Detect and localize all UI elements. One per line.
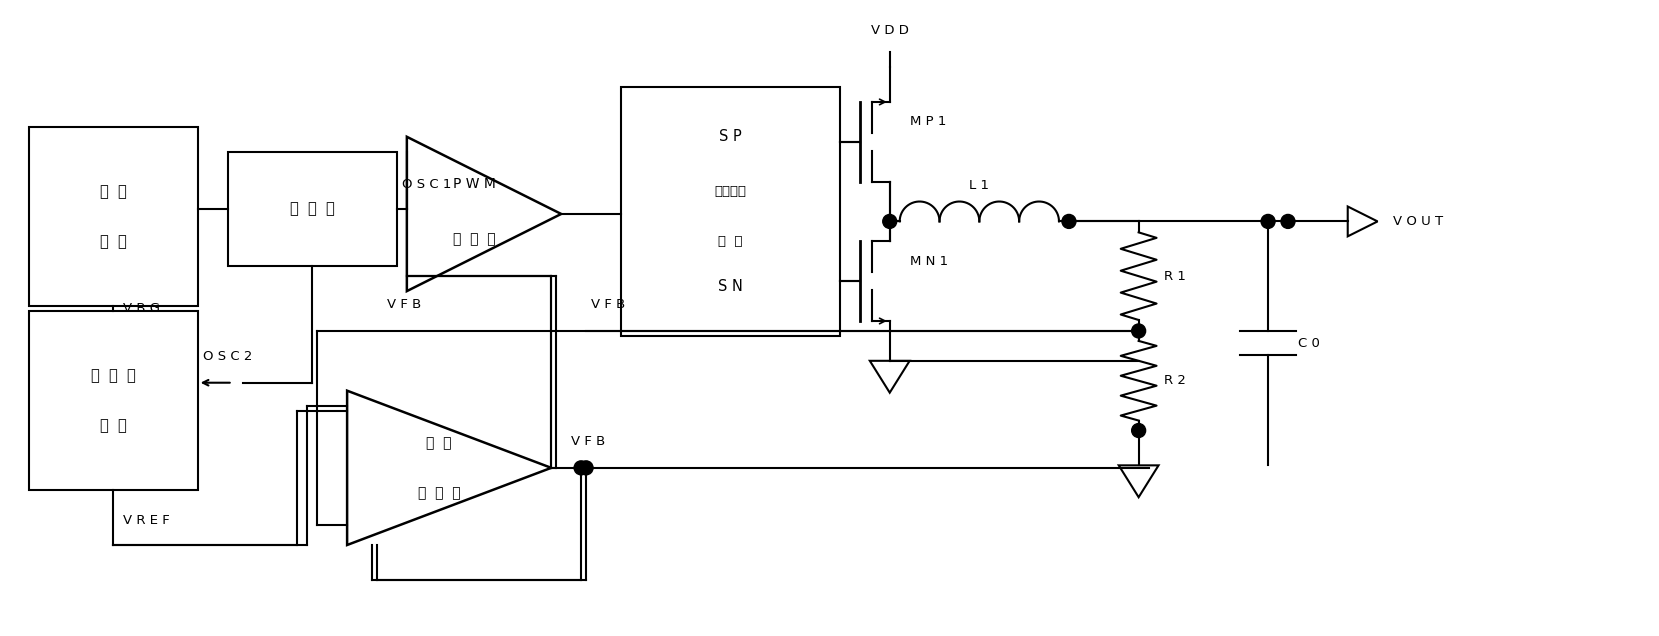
Text: V F B: V F B [387, 298, 421, 311]
Circle shape [1261, 214, 1276, 228]
Text: V F B: V F B [591, 298, 625, 311]
Text: 基  准: 基 准 [100, 234, 126, 249]
Text: S P: S P [718, 129, 742, 144]
Text: 比  较  器: 比 较 器 [453, 232, 496, 246]
Text: 电  路: 电 路 [100, 418, 126, 433]
Text: 放  大  器: 放 大 器 [418, 486, 461, 500]
Text: P W M: P W M [453, 177, 496, 191]
Text: 软  启  动: 软 启 动 [91, 368, 136, 384]
Text: V B G: V B G [123, 302, 161, 315]
Text: S N: S N [718, 279, 743, 294]
Text: M P 1: M P 1 [909, 115, 946, 128]
Circle shape [1131, 424, 1146, 438]
Text: V F B: V F B [571, 435, 606, 448]
Text: O S C 2: O S C 2 [202, 350, 252, 363]
Text: V R E F: V R E F [123, 514, 169, 527]
Text: 开关逻辑: 开关逻辑 [715, 185, 747, 198]
Circle shape [579, 461, 592, 475]
Text: 误  差: 误 差 [426, 436, 451, 450]
Text: V O U T: V O U T [1392, 215, 1443, 228]
Text: 控  制: 控 制 [718, 235, 743, 248]
Circle shape [883, 214, 898, 228]
Text: V D D: V D D [871, 24, 909, 38]
Bar [28, 127, 197, 306]
Bar [28, 311, 197, 490]
Text: O S C 1: O S C 1 [401, 178, 451, 191]
Bar [620, 87, 839, 336]
Text: M N 1: M N 1 [909, 255, 947, 268]
Circle shape [574, 461, 587, 475]
Circle shape [1131, 324, 1146, 338]
Text: R 2: R 2 [1163, 374, 1186, 387]
Circle shape [1281, 214, 1296, 228]
Text: 振  荡  器: 振 荡 器 [290, 202, 335, 216]
Text: 带  隙: 带 隙 [100, 184, 126, 199]
Text: L 1: L 1 [969, 179, 989, 191]
Text: R 1: R 1 [1163, 270, 1186, 282]
Text: C 0: C 0 [1297, 337, 1321, 350]
Circle shape [1062, 214, 1077, 228]
Bar [227, 152, 397, 266]
